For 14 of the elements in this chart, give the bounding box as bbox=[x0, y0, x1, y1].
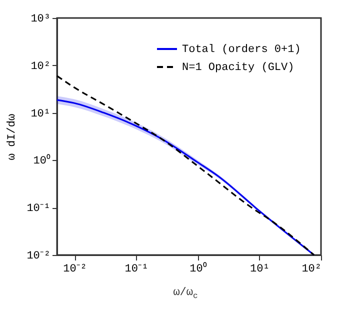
x-tick-label: 10⁻² bbox=[63, 264, 87, 276]
x-tick-label: 10¹ bbox=[250, 264, 270, 276]
y-tick-label: 10⁻¹ bbox=[26, 203, 50, 216]
x-tick-label: 10² bbox=[302, 264, 322, 276]
y-tick-label: 10² bbox=[30, 60, 50, 73]
y-tick-label: 10⁰ bbox=[33, 154, 50, 168]
legend-label: N=1 Opacity (GLV) bbox=[182, 62, 294, 74]
y-axis-title: ω dI/dω bbox=[6, 114, 19, 160]
y-tick-label: 10¹ bbox=[30, 108, 50, 120]
legend-label: Total (orders 0+1) bbox=[182, 44, 301, 56]
x-tick-label: 10⁻¹ bbox=[124, 264, 149, 276]
x-tick-label: 10⁰ bbox=[190, 262, 207, 276]
y-tick-label: 10⁻² bbox=[26, 250, 50, 262]
y-tick-label: 10³ bbox=[30, 14, 50, 26]
